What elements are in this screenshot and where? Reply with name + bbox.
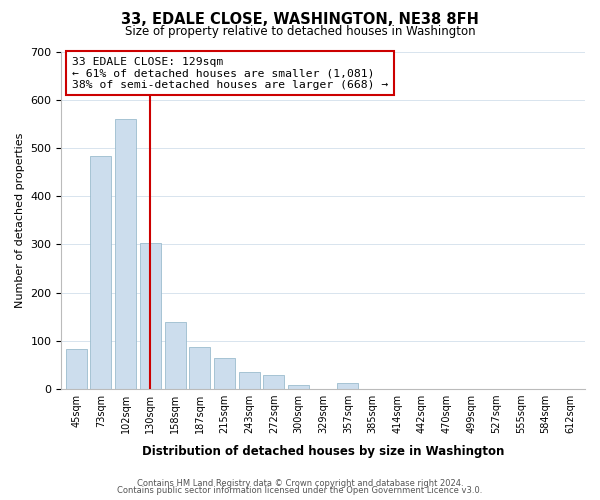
Bar: [140, 244, 161, 389]
Text: Size of property relative to detached houses in Washington: Size of property relative to detached ho…: [125, 25, 475, 38]
Bar: [263, 374, 284, 389]
Text: 33 EDALE CLOSE: 129sqm
← 61% of detached houses are smaller (1,081)
38% of semi-: 33 EDALE CLOSE: 129sqm ← 61% of detached…: [72, 56, 388, 90]
Text: Contains HM Land Registry data © Crown copyright and database right 2024.: Contains HM Land Registry data © Crown c…: [137, 478, 463, 488]
Y-axis label: Number of detached properties: Number of detached properties: [15, 132, 25, 308]
Bar: [115, 119, 136, 389]
Bar: [164, 322, 185, 389]
Text: Contains public sector information licensed under the Open Government Licence v3: Contains public sector information licen…: [118, 486, 482, 495]
Bar: [337, 383, 358, 389]
Bar: [288, 385, 309, 389]
Text: 33, EDALE CLOSE, WASHINGTON, NE38 8FH: 33, EDALE CLOSE, WASHINGTON, NE38 8FH: [121, 12, 479, 28]
X-axis label: Distribution of detached houses by size in Washington: Distribution of detached houses by size …: [142, 444, 505, 458]
Bar: [239, 372, 260, 389]
Bar: [66, 350, 87, 389]
Bar: [189, 347, 210, 389]
Bar: [214, 358, 235, 389]
Bar: [91, 156, 112, 389]
